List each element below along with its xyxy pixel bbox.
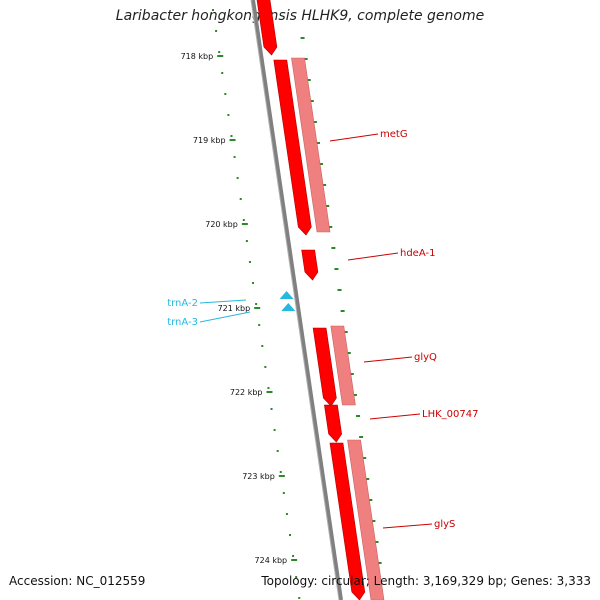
genome-backbone-highlight <box>250 0 340 600</box>
tick-label: 723 kbp <box>242 472 275 481</box>
gene-leader-line <box>382 523 433 529</box>
feature-layer <box>256 0 385 600</box>
gene-label-metG: metG <box>380 129 408 140</box>
gene-label-hdeA-1: hdeA-1 <box>400 248 435 259</box>
genome-summary: Topology: circular; Length: 3,169,329 bp… <box>261 574 591 588</box>
gene-label-glyS: glyS <box>434 519 455 530</box>
tick-layer: 718 kbp 719 kbp 720 kbp 721 kbp 722 kbp 723 k… <box>181 52 298 565</box>
gene-cds-glyS <box>347 439 385 600</box>
trna-label-trnA-2: trnA-2 <box>167 298 198 309</box>
gene-arrow-hdeA-1 <box>301 249 319 281</box>
trna-marker-trnA-3 <box>281 303 296 311</box>
tick-label: 720 kbp <box>205 220 238 229</box>
map-title: Laribacter hongkongensis HLHK9, complete… <box>115 8 485 24</box>
trna-leader-line <box>199 311 251 323</box>
trna-marker-trnA-2 <box>279 291 294 299</box>
gene-leader-line <box>329 133 379 142</box>
gene-arrow-LHK_00747 <box>324 404 342 443</box>
gene-cds-metG <box>291 57 331 233</box>
tick-label: 718 kbp <box>181 52 214 61</box>
gene-leader-line <box>347 252 399 261</box>
gene-arrow-metG <box>273 59 312 236</box>
trna-leader-line <box>199 299 247 304</box>
gene-arrow-glyS <box>329 442 366 600</box>
tick-label: 721 kbp <box>218 304 251 313</box>
tick-label: 719 kbp <box>193 136 226 145</box>
tick-label: 722 kbp <box>230 388 263 397</box>
gene-arrow-glyQ <box>312 327 337 407</box>
genome-backbone <box>251 0 343 600</box>
tick-label: 724 kbp <box>255 556 288 565</box>
gene-label-glyQ: glyQ <box>414 352 437 363</box>
gene-leader-line <box>369 413 421 420</box>
gene-arrow-partial <box>256 0 278 56</box>
label-layer: metG hdeA-1 glyQ LHK_00747 glyS trnA-2 trnA-3 <box>167 129 478 530</box>
gene-label-LHK_00747: LHK_00747 <box>422 409 478 420</box>
gene-cds-glyQ <box>330 325 356 406</box>
gene-leader-line <box>363 356 413 363</box>
trna-label-trnA-3: trnA-3 <box>167 317 198 328</box>
accession-label: Accession: NC_012559 <box>9 574 146 588</box>
